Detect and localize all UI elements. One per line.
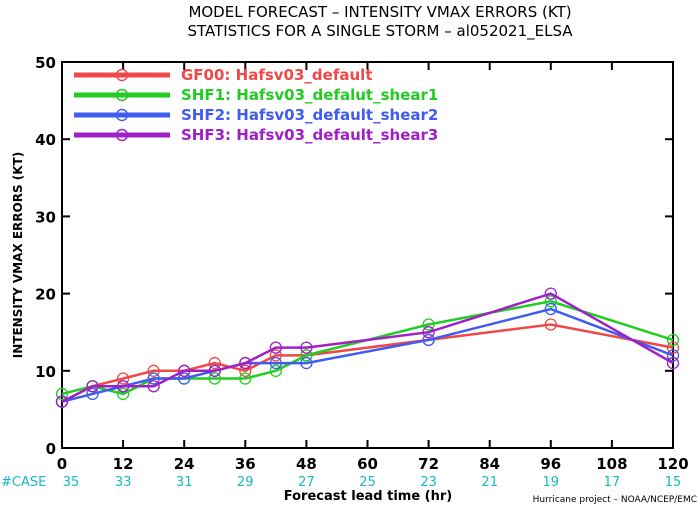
- legend-label: SHF3: Hafsv03_default_shear3: [181, 126, 438, 144]
- data-point: [666, 356, 680, 370]
- x-tick-label: 12: [113, 455, 134, 473]
- data-point: [208, 364, 221, 377]
- legend-marker: [115, 108, 129, 122]
- x-tick-label: 72: [418, 455, 439, 473]
- legend: GF00: Hafsv03_default SHF1: Hafsv03_defal…: [74, 66, 438, 144]
- data-point: [544, 287, 557, 300]
- legend-item: SHF1: Hafsv03_defalut_shear1: [74, 86, 438, 104]
- data-point: [666, 349, 680, 362]
- x-tick-label: 36: [235, 455, 256, 473]
- x-tick-label: 84: [479, 455, 500, 473]
- x-tick-label: 24: [174, 455, 195, 473]
- data-point: [300, 356, 313, 370]
- data-point: [269, 356, 283, 370]
- legend-marker: [115, 68, 129, 82]
- data-point: [208, 372, 221, 385]
- data-point: [55, 387, 69, 401]
- legend-item: GF00: Hafsv03_default: [74, 66, 372, 84]
- data-point: [239, 372, 252, 385]
- data-point: [422, 326, 435, 339]
- case-count: 29: [237, 475, 254, 490]
- series-line: [61, 307, 674, 403]
- data-point: [55, 395, 69, 408]
- data-point: [544, 318, 557, 331]
- y-tick-label: 30: [35, 208, 56, 226]
- data-point: [116, 387, 130, 401]
- x-tick-label: 120: [657, 455, 688, 473]
- series-layer: [55, 287, 680, 408]
- data-point: [422, 318, 435, 331]
- data-point: [422, 333, 435, 347]
- data-point: [178, 364, 191, 377]
- data-point: [239, 356, 252, 370]
- credit-text: Hurricane project – NOAA/NCEP/EMC: [533, 495, 697, 505]
- case-count: 21: [481, 475, 498, 490]
- y-axis-label: INTENSITY VMAX ERRORS (KT): [11, 152, 25, 358]
- series-line: [61, 323, 674, 403]
- data-point: [208, 356, 221, 370]
- data-point: [147, 380, 160, 393]
- x-tick-label: 108: [596, 455, 627, 473]
- legend-label: GF00: Hafsv03_default: [181, 66, 372, 84]
- case-count: 19: [543, 475, 560, 490]
- case-counts: #CASE 35 33 31 29 27 25 23 21 19 17 15: [1, 475, 681, 490]
- legend-item: SHF2: Hafsv03_default_shear2: [74, 106, 438, 124]
- case-label: #CASE: [1, 475, 46, 490]
- case-count: 33: [115, 475, 132, 490]
- y-tick-label: 20: [35, 286, 56, 304]
- data-point: [666, 341, 680, 354]
- data-point: [86, 380, 99, 393]
- data-point: [666, 333, 680, 347]
- case-count: 25: [359, 475, 376, 490]
- legend-marker: [115, 88, 129, 102]
- data-point: [147, 372, 160, 385]
- y-tick-label: 40: [35, 131, 56, 149]
- data-point: [147, 364, 160, 377]
- y-tick-label: 50: [35, 54, 56, 72]
- series-1: [55, 318, 680, 408]
- x-tick-label: 96: [540, 455, 561, 473]
- legend-label: SHF2: Hafsv03_default_shear2: [181, 106, 438, 124]
- data-point: [300, 349, 313, 362]
- case-count: 23: [420, 475, 437, 490]
- y-tick-label: 10: [35, 363, 56, 381]
- case-count: 17: [604, 475, 621, 490]
- x-tick-label: 48: [296, 455, 317, 473]
- x-axis: 0 12 24 36 48 60 72 84 96 108 120: [57, 62, 689, 473]
- data-point: [269, 349, 283, 362]
- x-tick-label: 0: [57, 455, 67, 473]
- y-tick-label: 0: [46, 440, 56, 458]
- chart-title: MODEL FORECAST – INTENSITY VMAX ERRORS (…: [188, 3, 571, 21]
- data-point: [86, 387, 99, 401]
- data-point: [116, 380, 130, 393]
- data-point: [178, 372, 191, 385]
- y-axis: 0 10 20 30 40 50: [35, 54, 673, 458]
- case-count: 15: [665, 475, 682, 490]
- case-count: 27: [298, 475, 315, 490]
- data-point: [300, 341, 313, 354]
- series-3: [55, 302, 680, 408]
- data-point: [269, 364, 283, 377]
- legend-marker: [115, 128, 129, 142]
- data-point: [544, 295, 557, 308]
- data-point: [269, 341, 283, 354]
- data-point: [116, 372, 130, 385]
- case-count: 35: [63, 475, 80, 490]
- series-4: [55, 287, 680, 408]
- data-point: [239, 364, 252, 377]
- x-axis-label: Forecast lead time (hr): [284, 489, 452, 504]
- chart-subtitle: STATISTICS FOR A SINGLE STORM – al052021…: [187, 22, 573, 41]
- legend-item: SHF3: Hafsv03_default_shear3: [74, 126, 438, 144]
- data-point: [544, 302, 557, 316]
- x-tick-label: 60: [357, 455, 378, 473]
- legend-label: SHF1: Hafsv03_defalut_shear1: [181, 86, 438, 104]
- case-count: 31: [176, 475, 193, 490]
